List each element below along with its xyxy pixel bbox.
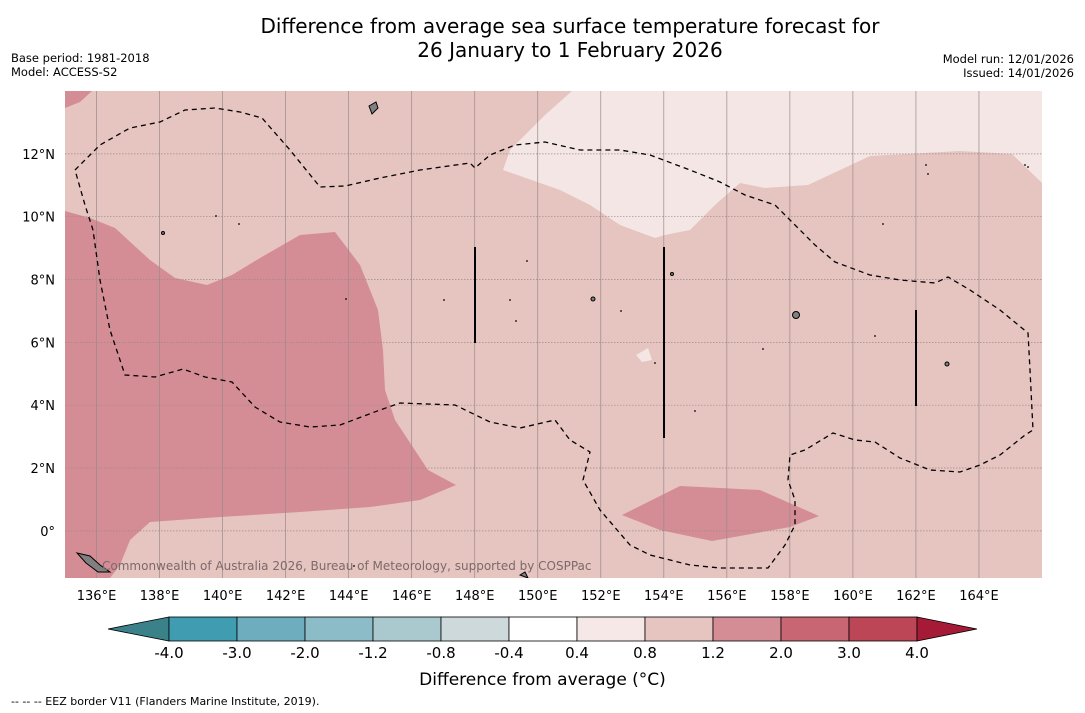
- lon-tick-label: 144°E: [329, 589, 369, 604]
- colorbar-tick-label: 0.4: [565, 644, 589, 662]
- title-line-1: Difference from average sea surface temp…: [260, 14, 880, 38]
- issued-date: Issued: 14/01/2026: [963, 66, 1074, 80]
- eez-border: [74, 107, 1034, 569]
- colorbar-segment: [712, 616, 782, 642]
- anomaly-region-warm-corner: [65, 91, 92, 108]
- anomaly-region-warm-west: [65, 211, 456, 578]
- meta-right: Model run: 12/01/2026 Issued: 14/01/2026: [943, 52, 1074, 80]
- colorbar-segment: [304, 616, 374, 642]
- chart-title: Difference from average sea surface temp…: [0, 14, 1085, 62]
- lon-tick-label: 150°E: [518, 589, 558, 604]
- lon-tick-label: 152°E: [581, 589, 621, 604]
- lon-tick-label: 140°E: [203, 589, 243, 604]
- colorbar-over-arrow: [916, 616, 978, 642]
- colorbar-segment: [440, 616, 510, 642]
- colorbar-tick-label: -0.4: [494, 644, 523, 662]
- islands: [75, 101, 950, 578]
- colorbar-tick-label: -3.0: [222, 644, 251, 662]
- model-name: Model: ACCESS-S2: [11, 65, 118, 79]
- lat-tick-label: 6°N: [31, 336, 56, 351]
- colorbar-segment: [848, 616, 918, 642]
- lon-tick-label: 164°E: [959, 589, 999, 604]
- lon-tick-labels: 136°E 138°E 140°E 142°E 144°E 146°E 148°E 150°E…: [77, 589, 999, 604]
- watermark: Commonwealth of Australia 2026, Bureau o…: [102, 559, 592, 573]
- anomaly-region-warm-equator: [622, 486, 819, 541]
- lon-tick-label: 146°E: [392, 589, 432, 604]
- lat-tick-label: 8°N: [31, 274, 56, 289]
- lon-tick-label: 142°E: [266, 589, 306, 604]
- colorbar-tick-label: 1.2: [701, 644, 725, 662]
- colorbar-tick-label: 2.0: [769, 644, 793, 662]
- colorbar-segment: [508, 616, 578, 642]
- colorbar-tick-labels: -4.0 -3.0 -2.0 -1.2 -0.8 -0.4 0.4 0.8 1.2 2.0 3.0 4…: [154, 644, 929, 662]
- small-atolls: [215, 164, 1029, 567]
- colorbar: [107, 616, 978, 642]
- lon-tick-label: 136°E: [77, 589, 117, 604]
- map-grid: [65, 91, 1042, 578]
- lon-tick-label: 154°E: [644, 589, 684, 604]
- colorbar-tick-label: -0.8: [426, 644, 455, 662]
- colorbar-tick-label: -4.0: [154, 644, 183, 662]
- lon-tick-label: 138°E: [140, 589, 180, 604]
- colorbar-tick-label: -1.2: [358, 644, 387, 662]
- colorbar-segment: [576, 616, 646, 642]
- lat-tick-label: 0°: [40, 525, 55, 540]
- colorbar-tick-label: 4.0: [905, 644, 929, 662]
- colorbar-tick-label: 0.8: [633, 644, 657, 662]
- footnote-eez: -- -- -- EEZ border V11 (Flanders Marine…: [11, 695, 320, 708]
- colorbar-label: Difference from average (°C): [419, 670, 666, 690]
- model-run: Model run: 12/01/2026: [942, 52, 1074, 66]
- colorbar-segment: [236, 616, 306, 642]
- lon-tick-label: 162°E: [896, 589, 936, 604]
- lon-tick-label: 158°E: [770, 589, 810, 604]
- map-area: Commonwealth of Australia 2026, Bureau o…: [65, 91, 1042, 578]
- colorbar-tick-label: -2.0: [290, 644, 319, 662]
- colorbar-segment: [780, 616, 850, 642]
- lat-tick-label: 2°N: [31, 462, 56, 477]
- anomaly-region-light-small: [636, 348, 652, 362]
- colorbar-segment: [372, 616, 442, 642]
- colorbar-segment: [644, 616, 714, 642]
- colorbar-segment: [168, 616, 238, 642]
- lon-tick-label: 156°E: [707, 589, 747, 604]
- lat-tick-label: 10°N: [22, 211, 55, 226]
- lon-tick-label: 160°E: [833, 589, 873, 604]
- lat-tick-label: 4°N: [31, 399, 56, 414]
- anomaly-region-light: [503, 91, 1042, 238]
- lon-tick-label: 148°E: [455, 589, 495, 604]
- meta-left: Base period: 1981-2018 Model: ACCESS-S2: [11, 51, 150, 79]
- base-period: Base period: 1981-2018: [11, 51, 150, 65]
- lat-tick-label: 12°N: [22, 148, 55, 163]
- colorbar-under-arrow: [107, 616, 170, 642]
- title-line-2: 26 January to 1 February 2026: [417, 38, 723, 62]
- lat-tick-labels: 12°N 10°N 8°N 6°N 4°N 2°N 0°: [22, 148, 55, 540]
- colorbar-tick-label: 3.0: [837, 644, 861, 662]
